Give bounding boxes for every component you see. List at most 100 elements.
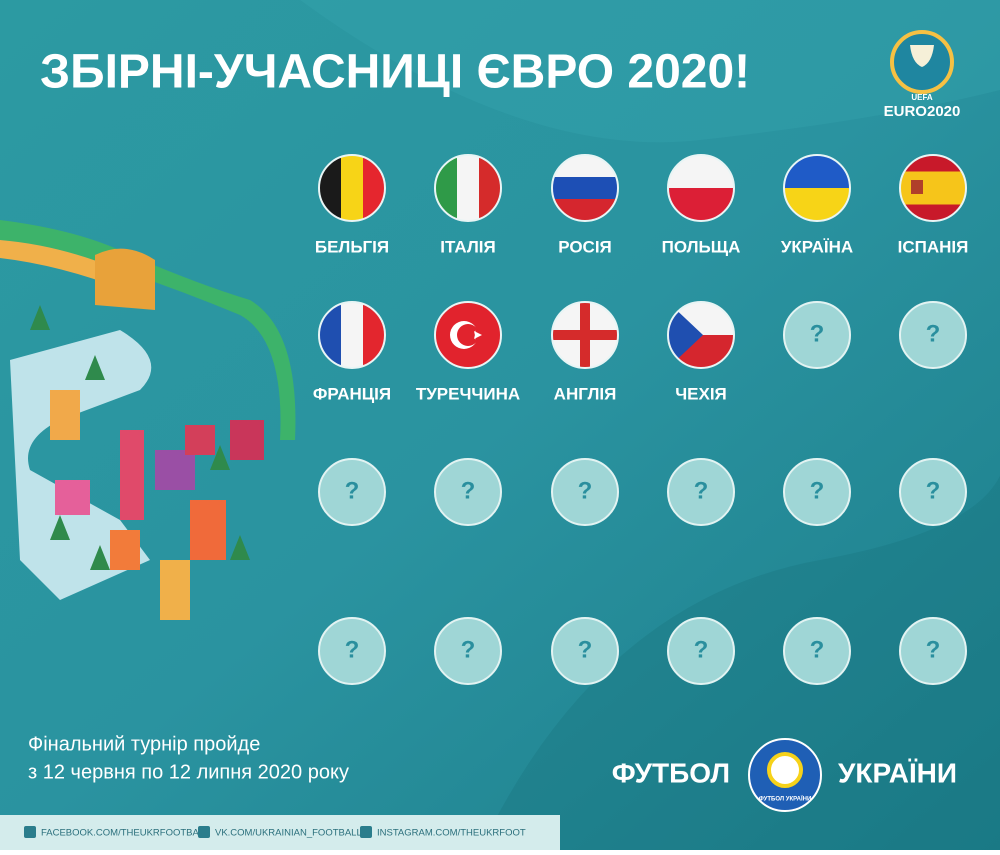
placeholder-mark: ? [810,320,825,347]
bridge [0,240,125,290]
placeholder-mark: ? [926,477,941,504]
placeholder-circle [899,458,967,526]
placeholder-mark: ? [810,636,825,663]
placeholder-circle [783,617,851,685]
placeholder-circle [318,458,386,526]
arch [95,248,155,310]
flag-stripe [457,155,480,221]
flag-rim [318,154,386,222]
team-name: УКРАЇНА [781,237,853,256]
city-illustration [0,220,296,620]
euro-logo [890,30,954,94]
building [185,425,215,455]
placeholder-circle [899,617,967,685]
flag-rim [434,154,502,222]
building [160,560,190,620]
placeholder-circle [783,301,851,369]
placeholder-circle [551,458,619,526]
placeholder-mark: ? [694,636,709,663]
building [230,420,264,460]
flag [552,302,618,368]
team-name: ТУРЕЧЧИНА [416,384,520,403]
team-name: РОСІЯ [558,237,612,256]
title: ЗБІРНІ-УЧАСНИЦІ ЄВРО 2020! [40,46,750,99]
building [50,390,80,440]
flag-stripe [363,302,385,368]
flag-rim [783,154,851,222]
info-line: з 12 червня по 12 липня 2020 року [28,761,349,783]
crest [911,180,923,194]
flag [668,302,734,368]
flag-rim [551,301,619,369]
flag-stripe [900,171,966,205]
social-link: FACEBOOK.COM/THEUKRFOOTBALL [41,828,209,839]
placeholder-mark: ? [461,636,476,663]
placeholder-circle [899,301,967,369]
placeholder-mark: ? [926,320,941,347]
info-line: Фінальний турнір пройде [28,733,260,755]
flag-stripe [552,177,618,200]
flag-rim [434,301,502,369]
placeholder-circle [434,617,502,685]
triangle [668,302,703,368]
team-name: БЕЛЬГІЯ [315,237,389,256]
placeholder-mark: ? [578,477,593,504]
cross [552,330,618,340]
flag-stripe [341,155,364,221]
badge-text: ФУТБОЛ УКРАЇНИ [759,796,812,803]
flag-rim [667,154,735,222]
flag-stripe [479,155,501,221]
building [120,430,144,520]
team-name: ФРАНЦІЯ [313,384,391,403]
trophy [910,45,934,67]
placeholder-mark: ? [345,477,360,504]
flag-stripe [319,302,342,368]
flag-stripe [363,155,385,221]
social-bar [0,815,560,850]
placeholder-mark: ? [578,636,593,663]
placeholder-mark: ? [345,636,360,663]
bg-swirl [300,0,1000,143]
placeholder-circle [667,458,735,526]
placeholder-circle [551,617,619,685]
flag [435,155,501,221]
flag-rim [318,301,386,369]
flag [435,302,501,368]
team-name: ІТАЛІЯ [440,237,495,256]
logo-org: UEFA [911,93,933,102]
star [474,330,482,340]
team-name: ІСПАНІЯ [898,237,969,256]
building [155,450,195,490]
flag-stripe [435,155,458,221]
social-icon [360,826,372,838]
social-link: VK.COM/UKRAINIAN_FOOTBALL [215,828,362,839]
crescent [457,324,479,346]
flag-rim [667,301,735,369]
placeholder-mark: ? [926,636,941,663]
team-name: АНГЛІЯ [554,384,617,403]
team-name: ПОЛЬЩА [662,237,741,256]
building [110,530,140,570]
brand-right: УКРАЇНИ [838,757,957,788]
flag-stripe [552,199,618,221]
building [55,480,90,515]
flag-rim [551,154,619,222]
social-icon [198,826,210,838]
flag-rim [899,154,967,222]
placeholder-mark: ? [810,477,825,504]
flag-stripe [319,155,342,221]
badge-ball [767,752,803,788]
building [190,500,226,560]
placeholder-circle [434,458,502,526]
bg-swirl [480,420,1000,850]
flag-stripe [341,302,364,368]
flag [552,155,618,221]
brand-left: ФУТБОЛ [612,757,730,788]
social-link: INSTAGRAM.COM/THEUKRFOOT [377,828,526,839]
placeholder-circle [667,617,735,685]
placeholder-mark: ? [694,477,709,504]
flag-stripe [552,155,618,178]
